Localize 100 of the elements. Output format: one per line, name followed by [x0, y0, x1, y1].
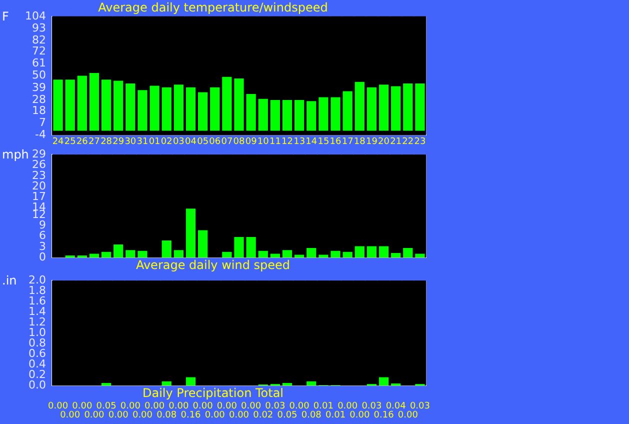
bar [391, 86, 401, 131]
data-label: 0.00 [350, 410, 370, 420]
data-label: 0.16 [374, 410, 394, 420]
y-tick-label: 39 [32, 80, 46, 94]
data-label: 0.00 [228, 410, 250, 420]
bar [53, 80, 63, 131]
data-label: 0.00 [144, 401, 165, 412]
bar [306, 248, 316, 258]
x-tick-label: 23 [414, 136, 426, 147]
bar [318, 97, 328, 131]
y-tick-label: 18 [32, 104, 46, 117]
bar [101, 80, 112, 131]
bar [282, 100, 292, 131]
y-tick-label: 0.0 [28, 378, 46, 392]
y-tick-label: 1.6 [28, 294, 46, 308]
bar [234, 237, 244, 258]
y-tick-label: 1.8 [28, 284, 46, 297]
x-tick-label: 02 [160, 136, 172, 147]
data-label: 0.03 [265, 401, 286, 412]
bar [150, 86, 160, 131]
bar [174, 84, 184, 131]
bar [342, 252, 352, 258]
x-tick-label: 09 [245, 136, 258, 147]
bar [282, 250, 292, 258]
x-tick-label: 18 [354, 136, 366, 147]
bar [186, 208, 196, 258]
y-tick-label: 20 [32, 179, 46, 192]
y-tick-label: 50 [32, 68, 46, 82]
data-label: 0.00 [192, 401, 214, 412]
data-label: 0.00 [108, 410, 129, 420]
bar [258, 250, 268, 258]
y-tick-label: -4 [35, 128, 46, 142]
y-tick-label: 1.4 [28, 304, 46, 318]
bar [403, 248, 413, 258]
bar [270, 100, 280, 131]
bar [101, 252, 112, 258]
y-axis-title: F [2, 10, 9, 24]
x-tick-label: 11 [269, 136, 281, 147]
y-tick-label: 0.6 [28, 346, 46, 360]
x-tick-label: 17 [342, 136, 354, 147]
x-tick-label: 13 [294, 136, 306, 147]
bar [354, 246, 364, 258]
bar [198, 92, 208, 131]
x-tick-label: 12 [282, 136, 293, 147]
bar [162, 240, 172, 258]
y-tick-label: 104 [25, 9, 46, 22]
bar [126, 250, 136, 258]
x-tick-label: 28 [100, 136, 112, 147]
y-tick-label: 0.2 [28, 368, 46, 381]
data-label: 0.00 [84, 410, 105, 420]
bar [415, 84, 425, 131]
y-tick-label: 82 [32, 33, 46, 46]
bar [330, 250, 340, 258]
bar [89, 73, 100, 131]
bar [306, 381, 316, 386]
bar [415, 254, 425, 258]
x-tick-label: 25 [64, 136, 76, 147]
bar [354, 82, 364, 131]
x-tick-label: 06 [209, 136, 221, 147]
data-label: 0.00 [216, 401, 238, 412]
x-tick-label: 26 [76, 136, 88, 147]
data-label: 0.00 [120, 401, 141, 412]
data-label: 0.01 [325, 410, 346, 420]
bar [306, 101, 316, 131]
bar [318, 254, 328, 258]
chart-title: Average daily temperature/windspeed [98, 0, 328, 14]
x-tick-label: 14 [306, 136, 318, 147]
bar [198, 230, 208, 258]
bar [391, 252, 401, 258]
data-label: 0.02 [253, 410, 274, 420]
bar [89, 254, 100, 258]
bar [138, 90, 148, 131]
bar [330, 97, 340, 131]
x-tick-label: 31 [136, 136, 148, 147]
x-tick-label: 22 [402, 136, 414, 147]
y-tick-label: 28 [32, 92, 46, 106]
data-label: 0.00 [132, 410, 153, 420]
text: Daily Precipitation Total [142, 386, 284, 400]
x-tick-label: 08 [233, 136, 245, 147]
data-label: 0.16 [180, 410, 202, 420]
x-tick-label: 04 [185, 136, 197, 147]
y-tick-label: 1.0 [28, 326, 46, 339]
data-label: 0.04 [386, 401, 406, 412]
data-label: 0.00 [60, 410, 80, 420]
y-tick-label: 61 [32, 56, 46, 70]
x-tick-label: 16 [330, 136, 342, 147]
data-label: 0.00 [289, 401, 310, 412]
x-tick-label: 15 [318, 136, 330, 147]
data-label: 0.05 [96, 401, 116, 412]
bar [114, 80, 124, 131]
y-tick-label: 0.4 [28, 357, 46, 370]
bar [366, 246, 377, 258]
bar [246, 237, 256, 258]
bar [246, 94, 256, 131]
bar [65, 255, 75, 258]
x-tick-label: 07 [221, 136, 233, 147]
x-tick-label: 30 [124, 136, 136, 147]
y-tick-label: 6 [39, 229, 46, 242]
y-axis-title: mph [2, 148, 29, 162]
y-axis-title: .in [2, 274, 17, 288]
